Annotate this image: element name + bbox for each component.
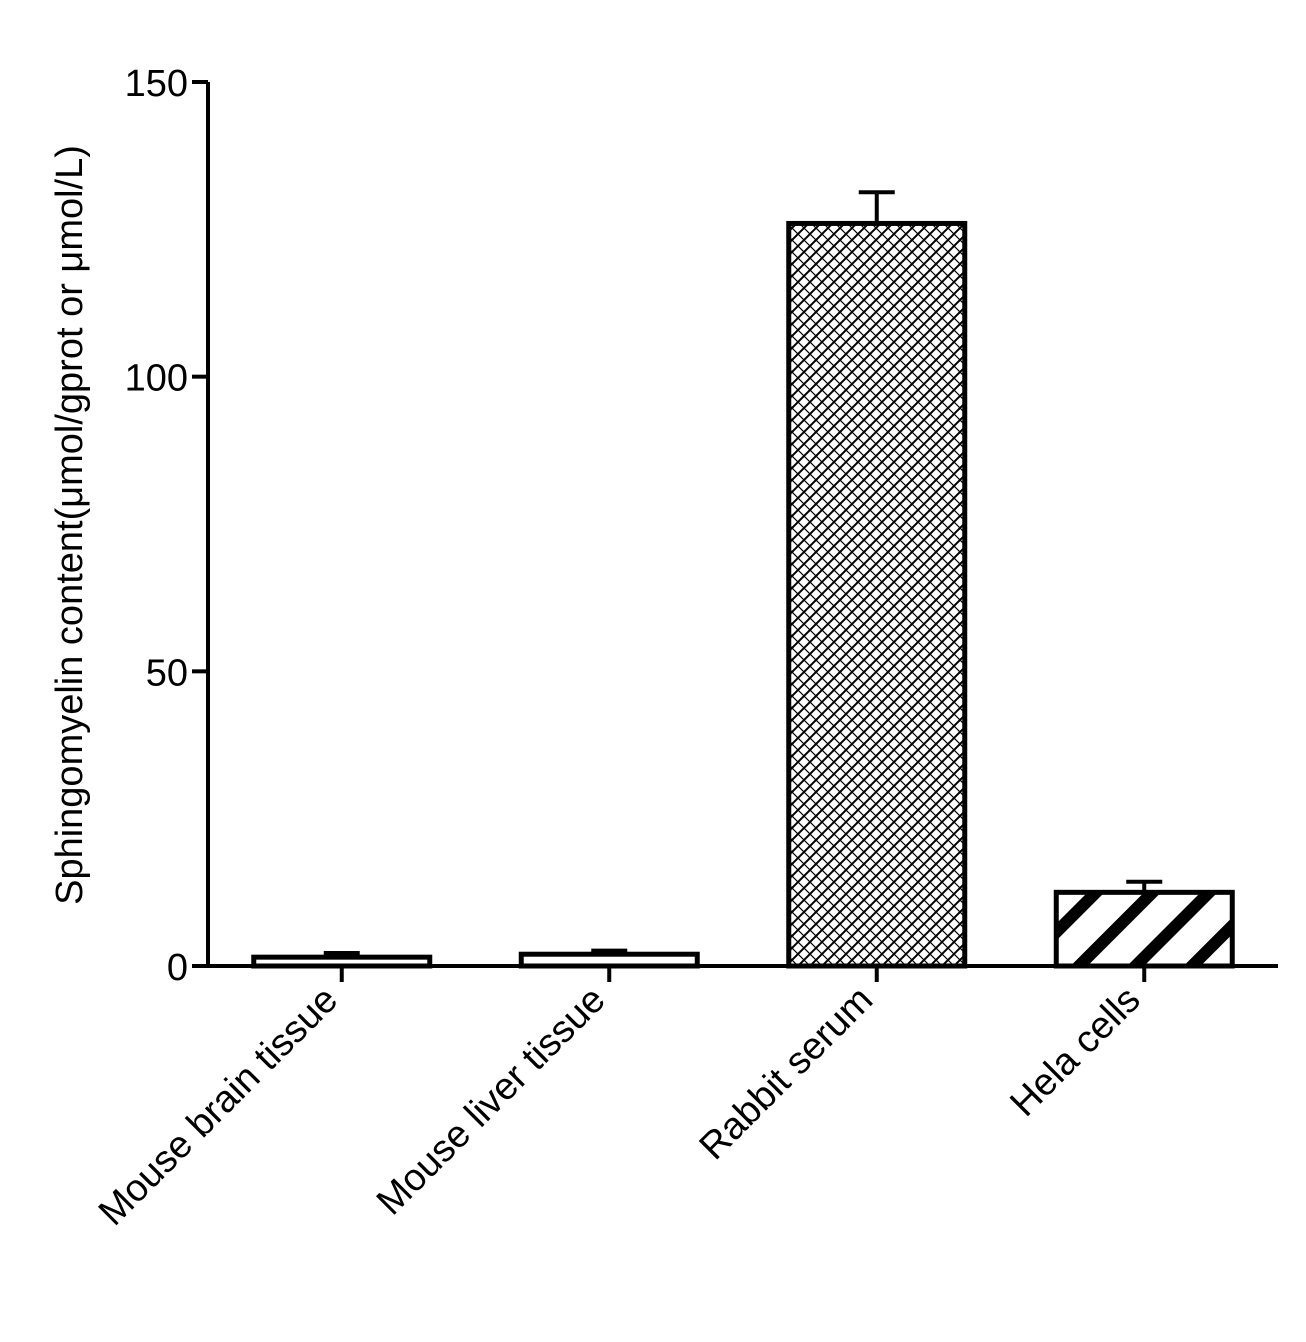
bar-hela-cells (1053, 889, 1235, 969)
x-axis: Mouse brain tissue Mouse liver tissue Rabb… (91, 964, 1278, 1234)
x-tick-label: Mouse brain tissue (91, 979, 346, 1234)
y-axis: 0 50 100 150 (125, 63, 210, 989)
y-tick-label: 100 (125, 358, 188, 400)
bar-rabbit-serum (786, 220, 968, 969)
x-tick-label: Hela cells (1002, 979, 1148, 1125)
y-tick-label: 150 (125, 63, 188, 105)
x-tick-label: Mouse liver tissue (369, 979, 614, 1224)
y-axis-label: Sphingomyelin content(μmol/gprot or μmol… (49, 145, 91, 905)
y-tick-label: 50 (146, 652, 188, 694)
y-tick-label: 0 (167, 947, 188, 989)
x-tick-label: Rabbit serum (692, 979, 881, 1168)
bars (251, 190, 1235, 969)
